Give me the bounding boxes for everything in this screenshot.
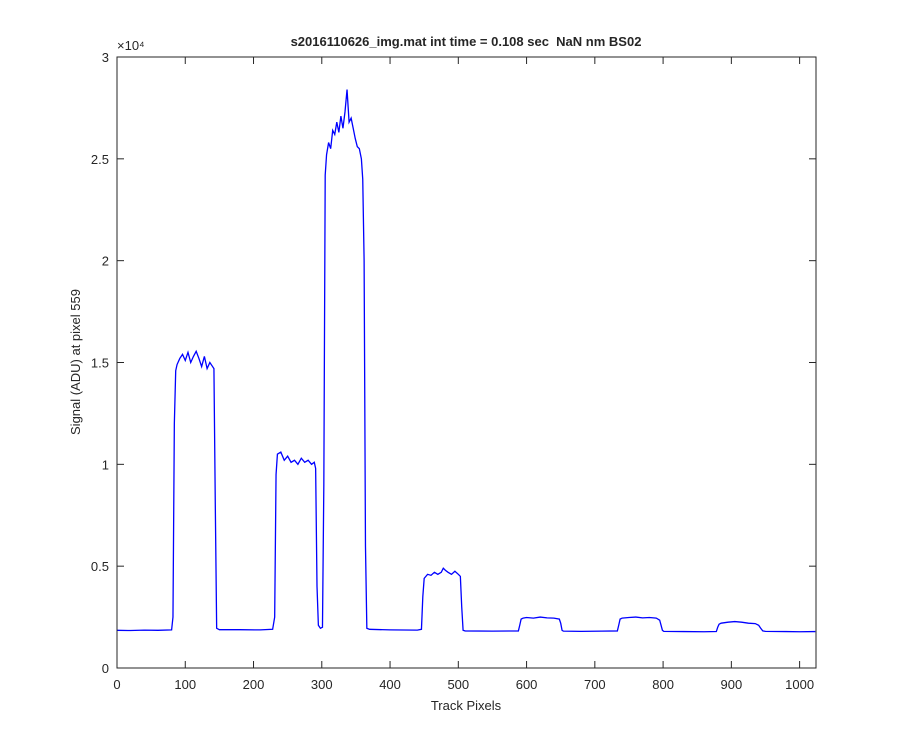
y-tick-label: 0 [102, 661, 109, 676]
y-tick-label: 2 [102, 254, 109, 269]
x-tick-label: 300 [311, 677, 333, 692]
chart-title: s2016110626_img.mat int time = 0.108 sec… [291, 34, 642, 49]
y-tick-label: 2.5 [91, 152, 109, 167]
x-tick-label: 1000 [785, 677, 814, 692]
y-tick-label: 3 [102, 50, 109, 65]
x-axis-label: Track Pixels [431, 698, 502, 713]
x-tick-label: 600 [516, 677, 538, 692]
x-tick-label: 700 [584, 677, 606, 692]
x-tick-label: 900 [721, 677, 743, 692]
x-tick-label: 200 [243, 677, 265, 692]
y-axis-label: Signal (ADU) at pixel 559 [68, 289, 83, 435]
y-tick-label: 1.5 [91, 356, 109, 371]
y-tick-label: 1 [102, 457, 109, 472]
x-tick-label: 500 [447, 677, 469, 692]
x-tick-label: 800 [652, 677, 674, 692]
x-tick-label: 400 [379, 677, 401, 692]
x-tick-label: 0 [113, 677, 120, 692]
axes-box [116, 56, 817, 669]
data-line [116, 89, 816, 633]
x-tick-label: 100 [174, 677, 196, 692]
y-scale-label: ×10⁴ [117, 38, 145, 53]
y-tick-label: 0.5 [91, 559, 109, 574]
